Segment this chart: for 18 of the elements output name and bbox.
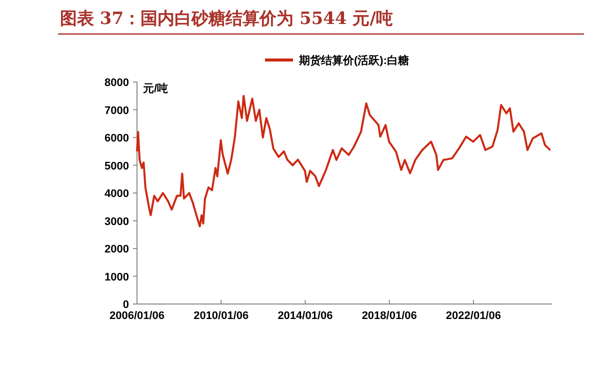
y-tick-label: 0 <box>122 299 129 311</box>
y-axis-title: 元/吨 <box>142 82 168 95</box>
x-tick-label: 2014/01/06 <box>278 310 333 322</box>
y-tick-label: 3000 <box>104 216 129 228</box>
y-tick-label: 4000 <box>104 188 129 200</box>
chart-title: 图表 37：国内白砂糖结算价为 5544 元/吨 <box>60 9 393 29</box>
x-tick-label: 2022/01/06 <box>446 310 501 322</box>
legend-label: 期货结算价(活跃):白糖 <box>298 54 409 67</box>
y-tick-label: 2000 <box>104 244 129 256</box>
x-tick-label: 2018/01/06 <box>362 310 417 322</box>
y-tick-label: 7000 <box>104 104 129 117</box>
y-tick-label: 1000 <box>104 271 129 284</box>
x-tick-label: 2010/01/06 <box>194 310 249 322</box>
y-tick-label: 6000 <box>104 132 129 144</box>
line-series <box>136 94 552 228</box>
y-tick-label: 5000 <box>104 160 129 172</box>
x-tick-label: 2006/01/06 <box>109 310 165 322</box>
y-tick-label: 8000 <box>104 77 129 89</box>
